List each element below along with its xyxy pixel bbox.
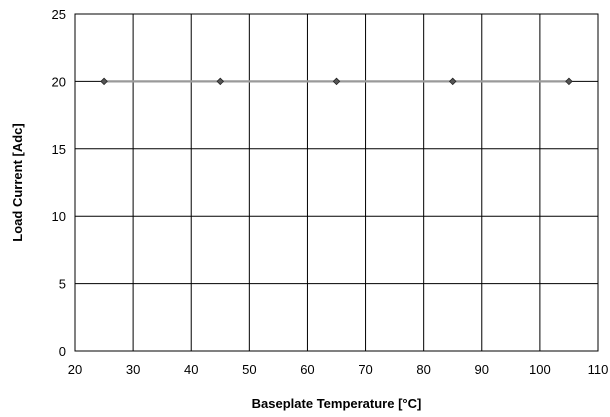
horizontal-gridlines bbox=[75, 13, 598, 352]
data-point-25 bbox=[100, 77, 108, 86]
x-tick-label-90: 90 bbox=[475, 362, 489, 377]
y-tick-label-5: 5 bbox=[59, 277, 66, 292]
x-axis-tick-labels: 20 30 40 50 60 70 80 90 100 110 bbox=[68, 362, 609, 377]
x-tick-label-110: 110 bbox=[588, 362, 609, 377]
plot-area-frame bbox=[74, 13, 599, 352]
y-tick-label-20: 20 bbox=[52, 74, 66, 89]
y-axis-title: Load Current [Adc] bbox=[10, 123, 25, 241]
x-tick-label-60: 60 bbox=[300, 362, 314, 377]
series-group bbox=[100, 77, 573, 86]
vertical-gridlines bbox=[74, 14, 599, 351]
x-tick-label-70: 70 bbox=[358, 362, 372, 377]
y-tick-label-10: 10 bbox=[52, 209, 66, 224]
data-point-105 bbox=[565, 77, 573, 86]
x-tick-label-40: 40 bbox=[184, 362, 198, 377]
data-point-45 bbox=[216, 77, 225, 86]
data-point-85 bbox=[448, 77, 457, 86]
x-tick-label-100: 100 bbox=[529, 362, 551, 377]
y-tick-label-0: 0 bbox=[59, 344, 66, 359]
x-tick-label-80: 80 bbox=[416, 362, 430, 377]
x-tick-label-20: 20 bbox=[68, 362, 82, 377]
y-axis-tick-labels: 0 5 10 15 20 25 bbox=[52, 7, 66, 359]
y-tick-label-15: 15 bbox=[52, 142, 66, 157]
x-tick-label-30: 30 bbox=[126, 362, 140, 377]
x-tick-label-50: 50 bbox=[242, 362, 256, 377]
y-tick-label-25: 25 bbox=[52, 7, 66, 22]
x-axis-title: Baseplate Temperature [°C] bbox=[252, 396, 422, 411]
data-point-65 bbox=[332, 77, 341, 86]
